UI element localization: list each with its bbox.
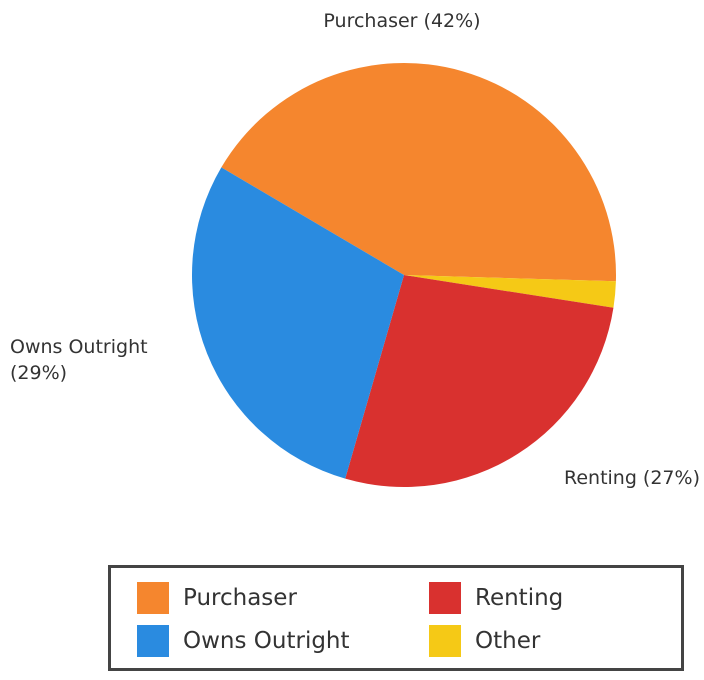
- legend-label: Other: [475, 628, 541, 654]
- slice-label: Renting (27%): [563, 467, 700, 489]
- legend-label: Owns Outright: [183, 628, 350, 654]
- legend-label: Purchaser: [183, 585, 297, 611]
- legend-label: Renting: [475, 585, 564, 611]
- legend-swatch: [429, 582, 461, 614]
- legend-swatch: [429, 625, 461, 657]
- legend-swatch: [137, 625, 169, 657]
- pie-slice: [345, 275, 614, 487]
- pie-slice: [221, 63, 616, 282]
- legend-swatch: [137, 582, 169, 614]
- slice-label: Purchaser (42%): [323, 10, 481, 32]
- legend: Purchaser Renting Owns Outright Other: [108, 565, 684, 671]
- pie-area: [191, 63, 616, 487]
- pie-slice: [404, 275, 616, 308]
- legend-item: Other: [429, 624, 540, 658]
- legend-item: Purchaser: [137, 581, 297, 615]
- slice-label: Owns Outright (29%): [10, 336, 148, 384]
- legend-item: Renting: [429, 581, 563, 615]
- pie-slice: [191, 167, 404, 479]
- legend-item: Owns Outright: [137, 624, 350, 658]
